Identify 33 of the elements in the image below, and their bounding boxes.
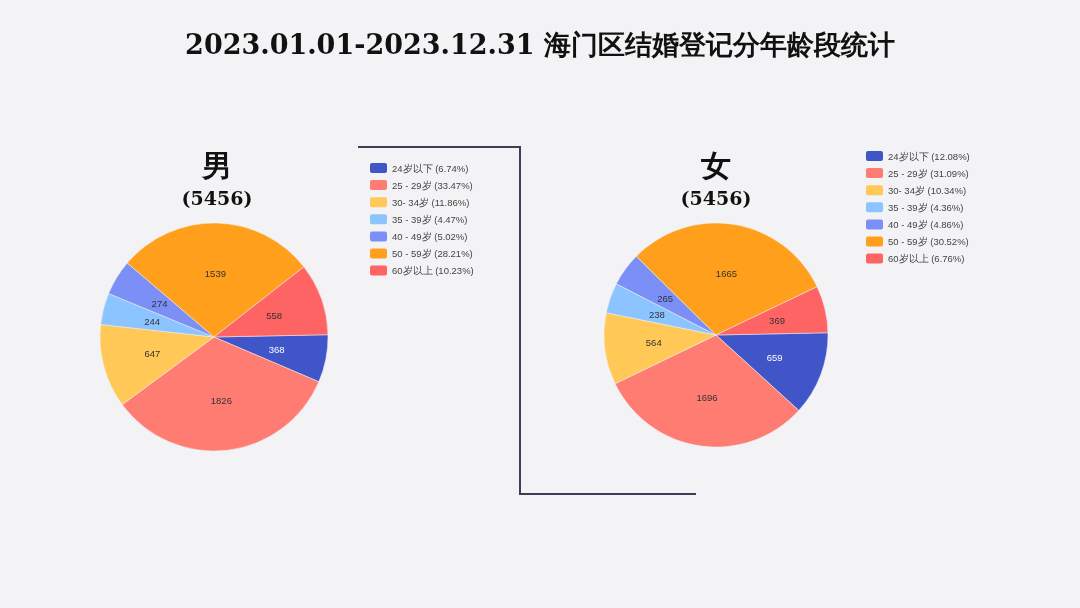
legend-label: 30- 34岁 (10.34%) [888,184,967,196]
legend-label: 40 - 49岁 (5.02%) [392,230,468,242]
legend-label: 50 - 59岁 (28.21%) [392,248,473,259]
data-label: 1696 [696,391,718,403]
legend-label: 50 - 59岁 (30.52%) [888,236,969,247]
data-label: 1539 [204,267,226,279]
legend-label: 40 - 49岁 (4.86%) [888,218,964,230]
data-label: 564 [645,337,662,349]
data-label: 368 [268,343,285,355]
text: (5456) [680,187,752,209]
data-label: 1665 [715,267,737,279]
legend-label: 60岁以上 (6.76%) [888,253,965,265]
chart-title: 男 [201,148,232,183]
data-label: 647 [144,348,161,360]
chart-title: 女 [700,148,731,183]
legend-label: 25 - 29岁 (33.47%) [392,179,473,191]
data-label: 1826 [210,394,232,406]
legend-label: 30- 34岁 (11.86%) [392,196,470,208]
legend-label: 24岁以下 (12.08%) [888,150,970,162]
legend-label: 35 - 39岁 (4.36%) [888,201,964,213]
legend-label: 25 - 29岁 (31.09%) [888,167,969,179]
data-label: 369 [769,315,785,327]
data-label: 238 [648,308,665,320]
data-label: 558 [266,310,283,322]
data-label: 659 [766,351,783,363]
legend-label: 35 - 39岁 (4.47%) [392,213,468,225]
legend-label: 24岁以下 (6.74%) [392,162,469,174]
data-label: 274 [151,298,168,310]
text: 2023.01.01-2023.12.31 海门区结婚登记分年龄段统计 [185,29,895,60]
data-label: 265 [657,292,674,304]
text: (5456) [181,187,253,209]
legend-label: 60岁以上 (10.23%) [392,265,474,277]
data-label: 244 [144,315,161,327]
